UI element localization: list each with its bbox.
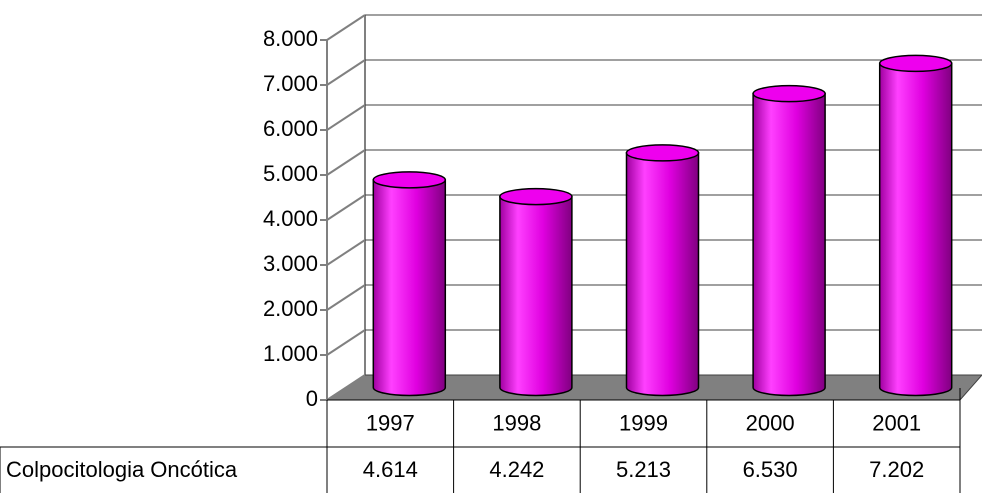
x-tick-label: 1999	[619, 410, 668, 435]
y-tick-label: 0	[306, 386, 318, 411]
x-tick-label: 1998	[492, 410, 541, 435]
grid-line	[326, 329, 366, 356]
grid-line	[326, 14, 366, 41]
grid-line	[326, 284, 366, 311]
bar	[878, 62, 953, 397]
bar-top	[625, 144, 700, 162]
bar	[625, 152, 700, 397]
grid-line	[326, 149, 366, 176]
x-tick-label: 2001	[872, 410, 921, 435]
y-tick-label: 7.000	[263, 71, 318, 96]
grid-line	[326, 239, 366, 266]
data-label: 5.213	[616, 457, 671, 482]
y-tick-label: 1.000	[263, 341, 318, 366]
grid-line	[326, 374, 366, 401]
x-tick-label: 2000	[746, 410, 795, 435]
y-tick-label: 5.000	[263, 161, 318, 186]
y-tick-label: 6.000	[263, 116, 318, 141]
bar-top	[372, 171, 447, 189]
grid-line	[326, 194, 366, 221]
bar-top	[752, 84, 826, 103]
bar	[499, 195, 573, 397]
y-tick-label: 4.000	[263, 206, 318, 231]
x-tick-label: 1997	[366, 410, 415, 435]
legend-label: Colpocitologia Oncótica	[6, 457, 238, 482]
data-label: 4.614	[363, 457, 418, 482]
bar	[752, 92, 826, 397]
y-tick-label: 2.000	[263, 296, 318, 321]
bar	[372, 179, 447, 397]
grid-line	[326, 59, 366, 86]
grid-line	[326, 104, 366, 131]
data-label: 6.530	[743, 457, 798, 482]
bar-top	[878, 54, 953, 73]
data-label: 4.242	[489, 457, 544, 482]
y-tick-label: 3.000	[263, 251, 318, 276]
data-label: 7.202	[869, 457, 924, 482]
bar-top	[499, 187, 573, 206]
y-tick-label: 8.000	[263, 26, 318, 51]
